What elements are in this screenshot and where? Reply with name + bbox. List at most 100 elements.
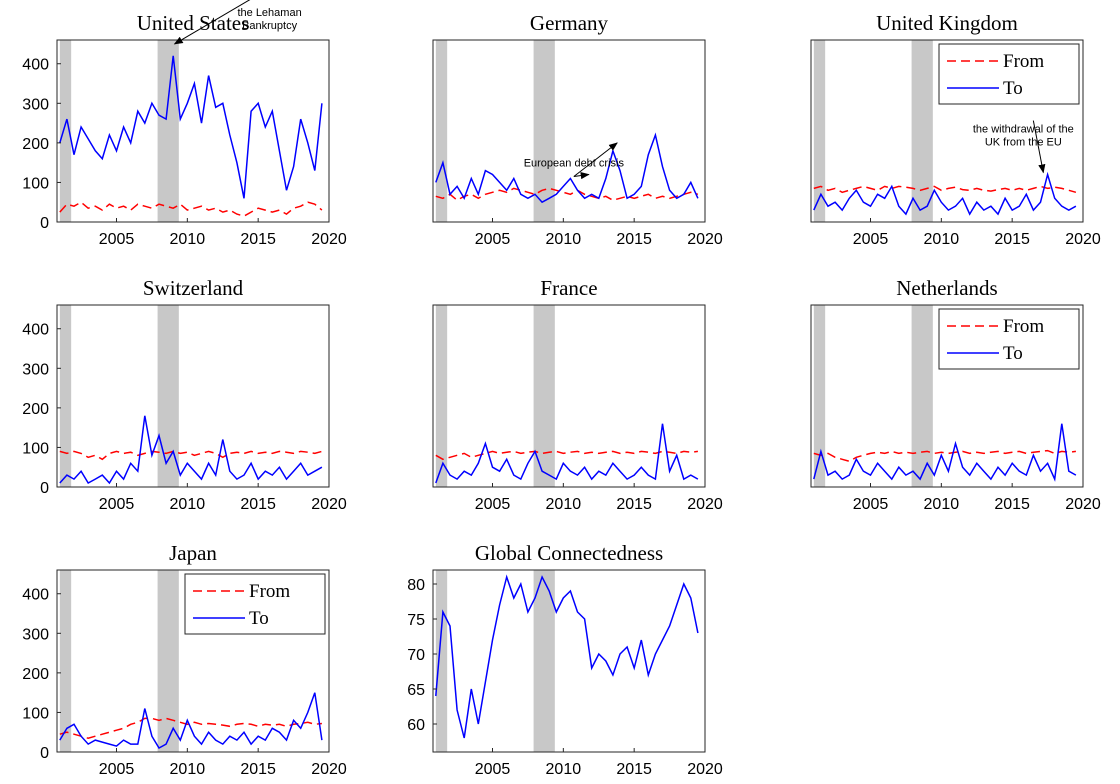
x-tick-label: 2010 bbox=[924, 496, 960, 513]
y-tick-label: 400 bbox=[22, 322, 49, 339]
panel-title: France bbox=[540, 276, 597, 300]
y-tick-label: 0 bbox=[40, 215, 49, 232]
x-tick-label: 2010 bbox=[546, 496, 582, 513]
legend-box bbox=[938, 43, 1080, 105]
series-line bbox=[435, 574, 699, 739]
recession-band bbox=[911, 305, 933, 487]
x-tick-label: 2010 bbox=[170, 761, 206, 778]
y-tick-label: 400 bbox=[22, 587, 49, 604]
panel-title: Germany bbox=[530, 11, 609, 35]
panel: Netherlands 2005 2010 2015 2020 From To bbox=[810, 276, 1101, 513]
x-tick-label: 2015 bbox=[616, 496, 652, 513]
x-tick-label: 2005 bbox=[475, 761, 511, 778]
y-tick-label: 100 bbox=[22, 705, 49, 722]
x-tick-label: 2020 bbox=[687, 761, 723, 778]
legend-label: From bbox=[1003, 316, 1044, 337]
series-line bbox=[435, 187, 699, 202]
series-line bbox=[59, 201, 323, 217]
recession-band bbox=[157, 40, 179, 222]
x-tick-label: 2020 bbox=[1065, 496, 1101, 513]
annotation-text: UK from the EU bbox=[985, 137, 1062, 149]
x-tick-label: 2005 bbox=[99, 496, 135, 513]
panel: United States 2005 2010 2015 2020 0 100 200 300 4… bbox=[22, 0, 347, 248]
x-tick-label: 2010 bbox=[924, 231, 960, 248]
y-tick-label: 70 bbox=[407, 647, 425, 664]
recession-band bbox=[533, 570, 555, 752]
x-tick-label: 2020 bbox=[1065, 231, 1101, 248]
axes-box bbox=[56, 569, 330, 753]
recession-band bbox=[435, 570, 448, 752]
axes-box bbox=[810, 39, 1084, 223]
x-tick-label: 2020 bbox=[311, 496, 347, 513]
recession-band bbox=[59, 40, 72, 222]
x-tick-label: 2005 bbox=[99, 761, 135, 778]
axes-box bbox=[56, 304, 330, 488]
y-tick-label: 75 bbox=[407, 612, 425, 629]
y-tick-label: 400 bbox=[22, 57, 49, 74]
panel: Switzerland 2005 2010 2015 2020 0 100 200 300 400 bbox=[22, 276, 347, 513]
panel: France 2005 2010 2015 2020 bbox=[432, 276, 723, 513]
x-tick-label: 2005 bbox=[475, 231, 511, 248]
panel-title: United Kingdom bbox=[876, 11, 1018, 35]
annotation-text: the Lehaman bbox=[237, 7, 301, 19]
series-line bbox=[59, 415, 323, 485]
panel-title: Netherlands bbox=[896, 276, 997, 300]
legend-label: To bbox=[249, 608, 269, 629]
legend-box bbox=[938, 308, 1080, 370]
series-line bbox=[59, 717, 322, 739]
legend-label: From bbox=[249, 581, 290, 602]
series-line bbox=[59, 55, 323, 199]
panel: Japan 2005 2010 2015 2020 0 100 200 300 400 From To bbox=[22, 541, 347, 778]
x-tick-label: 2020 bbox=[687, 496, 723, 513]
y-tick-label: 200 bbox=[22, 136, 49, 153]
y-tick-label: 200 bbox=[22, 666, 49, 683]
x-tick-label: 2010 bbox=[546, 761, 582, 778]
recession-band bbox=[59, 305, 72, 487]
panel: Germany 2005 2010 2015 2020 European debt cri… bbox=[432, 11, 723, 248]
recession-band bbox=[813, 305, 826, 487]
panel-title: Switzerland bbox=[143, 276, 244, 300]
y-tick-label: 300 bbox=[22, 626, 49, 643]
recession-band bbox=[813, 40, 826, 222]
recession-band bbox=[533, 40, 555, 222]
panel-title: Japan bbox=[169, 541, 217, 565]
x-tick-label: 2005 bbox=[853, 231, 889, 248]
y-tick-label: 300 bbox=[22, 96, 49, 113]
x-tick-label: 2015 bbox=[240, 496, 276, 513]
series-line bbox=[59, 450, 323, 461]
recession-band bbox=[157, 570, 179, 752]
x-tick-label: 2010 bbox=[170, 231, 206, 248]
panel-title: Global Connectedness bbox=[475, 541, 663, 565]
recession-band bbox=[533, 305, 555, 487]
x-tick-label: 2005 bbox=[853, 496, 889, 513]
x-tick-label: 2010 bbox=[170, 496, 206, 513]
series-line bbox=[435, 450, 698, 461]
x-tick-label: 2015 bbox=[994, 231, 1030, 248]
x-tick-label: 2010 bbox=[546, 231, 582, 248]
y-tick-label: 65 bbox=[407, 682, 425, 699]
x-tick-label: 2015 bbox=[240, 231, 276, 248]
panel-title: United States bbox=[137, 11, 250, 35]
recession-band bbox=[435, 305, 448, 487]
legend-label: To bbox=[1003, 78, 1023, 99]
series-line bbox=[813, 185, 1077, 194]
axes-box bbox=[810, 304, 1084, 488]
x-tick-label: 2020 bbox=[687, 231, 723, 248]
y-tick-label: 60 bbox=[407, 717, 425, 734]
y-tick-label: 0 bbox=[40, 745, 49, 762]
x-tick-label: 2015 bbox=[616, 761, 652, 778]
legend-box bbox=[184, 573, 326, 635]
y-tick-label: 100 bbox=[22, 440, 49, 457]
x-tick-label: 2020 bbox=[311, 231, 347, 248]
x-tick-label: 2020 bbox=[311, 761, 347, 778]
x-tick-label: 2015 bbox=[616, 231, 652, 248]
annotation-text: the withdrawal of the bbox=[973, 124, 1074, 136]
legend-label: To bbox=[1003, 343, 1023, 364]
y-tick-label: 200 bbox=[22, 401, 49, 418]
y-tick-label: 100 bbox=[22, 175, 49, 192]
series-line bbox=[813, 171, 1077, 216]
annotation-arrow bbox=[573, 172, 590, 180]
axes-box bbox=[432, 39, 706, 223]
axes-box bbox=[56, 39, 330, 223]
